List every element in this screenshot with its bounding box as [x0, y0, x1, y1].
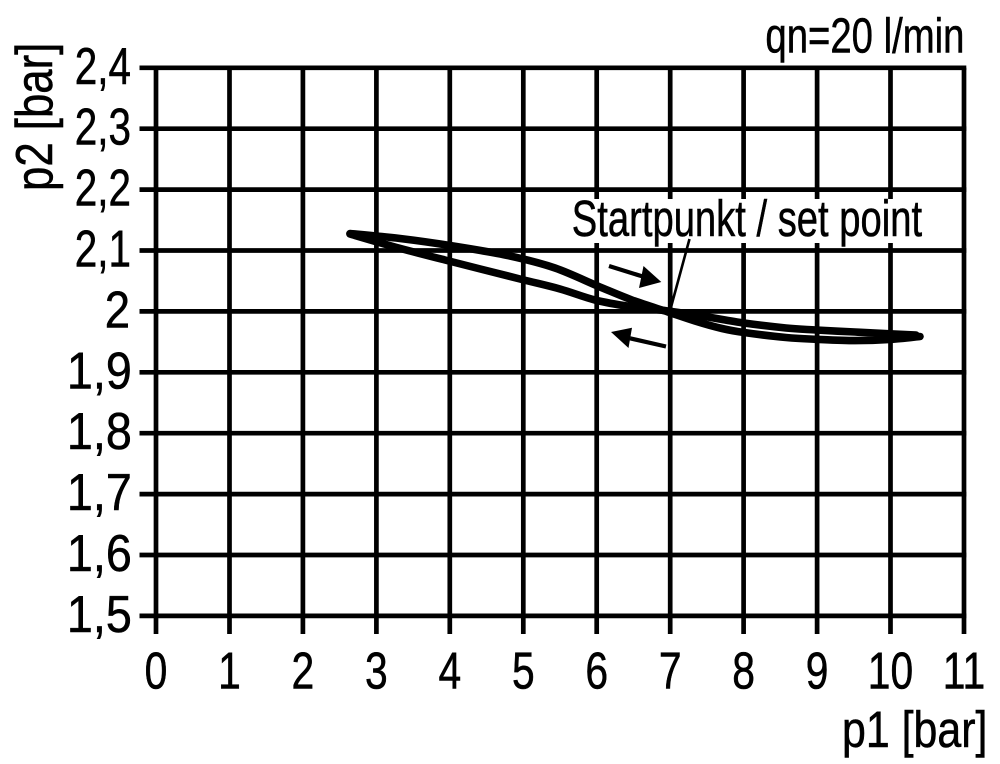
svg-text:1,8: 1,8: [67, 403, 132, 461]
svg-text:Startpunkt / set point: Startpunkt / set point: [572, 190, 923, 248]
svg-text:qn=20 l/min: qn=20 l/min: [765, 9, 964, 64]
svg-text:2,1: 2,1: [75, 220, 131, 278]
svg-text:3: 3: [365, 642, 388, 700]
svg-text:p2 [bar]: p2 [bar]: [7, 43, 64, 191]
svg-text:7: 7: [659, 642, 682, 700]
svg-text:5: 5: [512, 642, 535, 700]
svg-text:0: 0: [145, 642, 168, 700]
svg-text:2,4: 2,4: [75, 37, 131, 95]
svg-text:1: 1: [218, 642, 241, 700]
svg-text:11: 11: [943, 642, 985, 700]
svg-text:1,9: 1,9: [67, 342, 132, 400]
svg-text:2: 2: [105, 282, 130, 339]
svg-text:8: 8: [732, 642, 755, 700]
svg-text:4: 4: [438, 642, 461, 700]
svg-text:2,3: 2,3: [75, 98, 131, 156]
svg-text:9: 9: [806, 642, 829, 700]
svg-text:2: 2: [292, 642, 315, 700]
svg-text:1,7: 1,7: [67, 464, 132, 522]
svg-text:2,2: 2,2: [75, 159, 131, 217]
svg-text:1,6: 1,6: [67, 525, 132, 583]
svg-text:6: 6: [585, 642, 608, 700]
svg-text:p1 [bar]: p1 [bar]: [842, 700, 987, 757]
svg-text:10: 10: [868, 642, 913, 700]
svg-text:1,5: 1,5: [67, 586, 132, 644]
